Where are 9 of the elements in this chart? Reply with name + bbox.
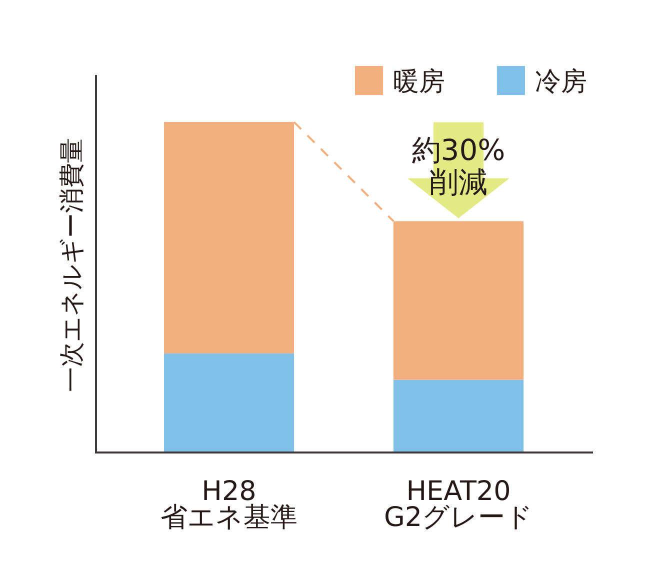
x-tick-label: HEAT20 G2グレード <box>384 476 534 533</box>
legend-label: 暖房 <box>393 67 445 97</box>
y-axis-title: 一次エネルギー消費量 <box>57 138 86 392</box>
bar <box>394 380 524 452</box>
bar <box>394 221 524 380</box>
x-tick-label: H28 省エネ基準 <box>160 476 298 533</box>
legend-label: 冷房 <box>535 67 587 97</box>
bar <box>164 353 294 452</box>
bar <box>164 122 294 354</box>
